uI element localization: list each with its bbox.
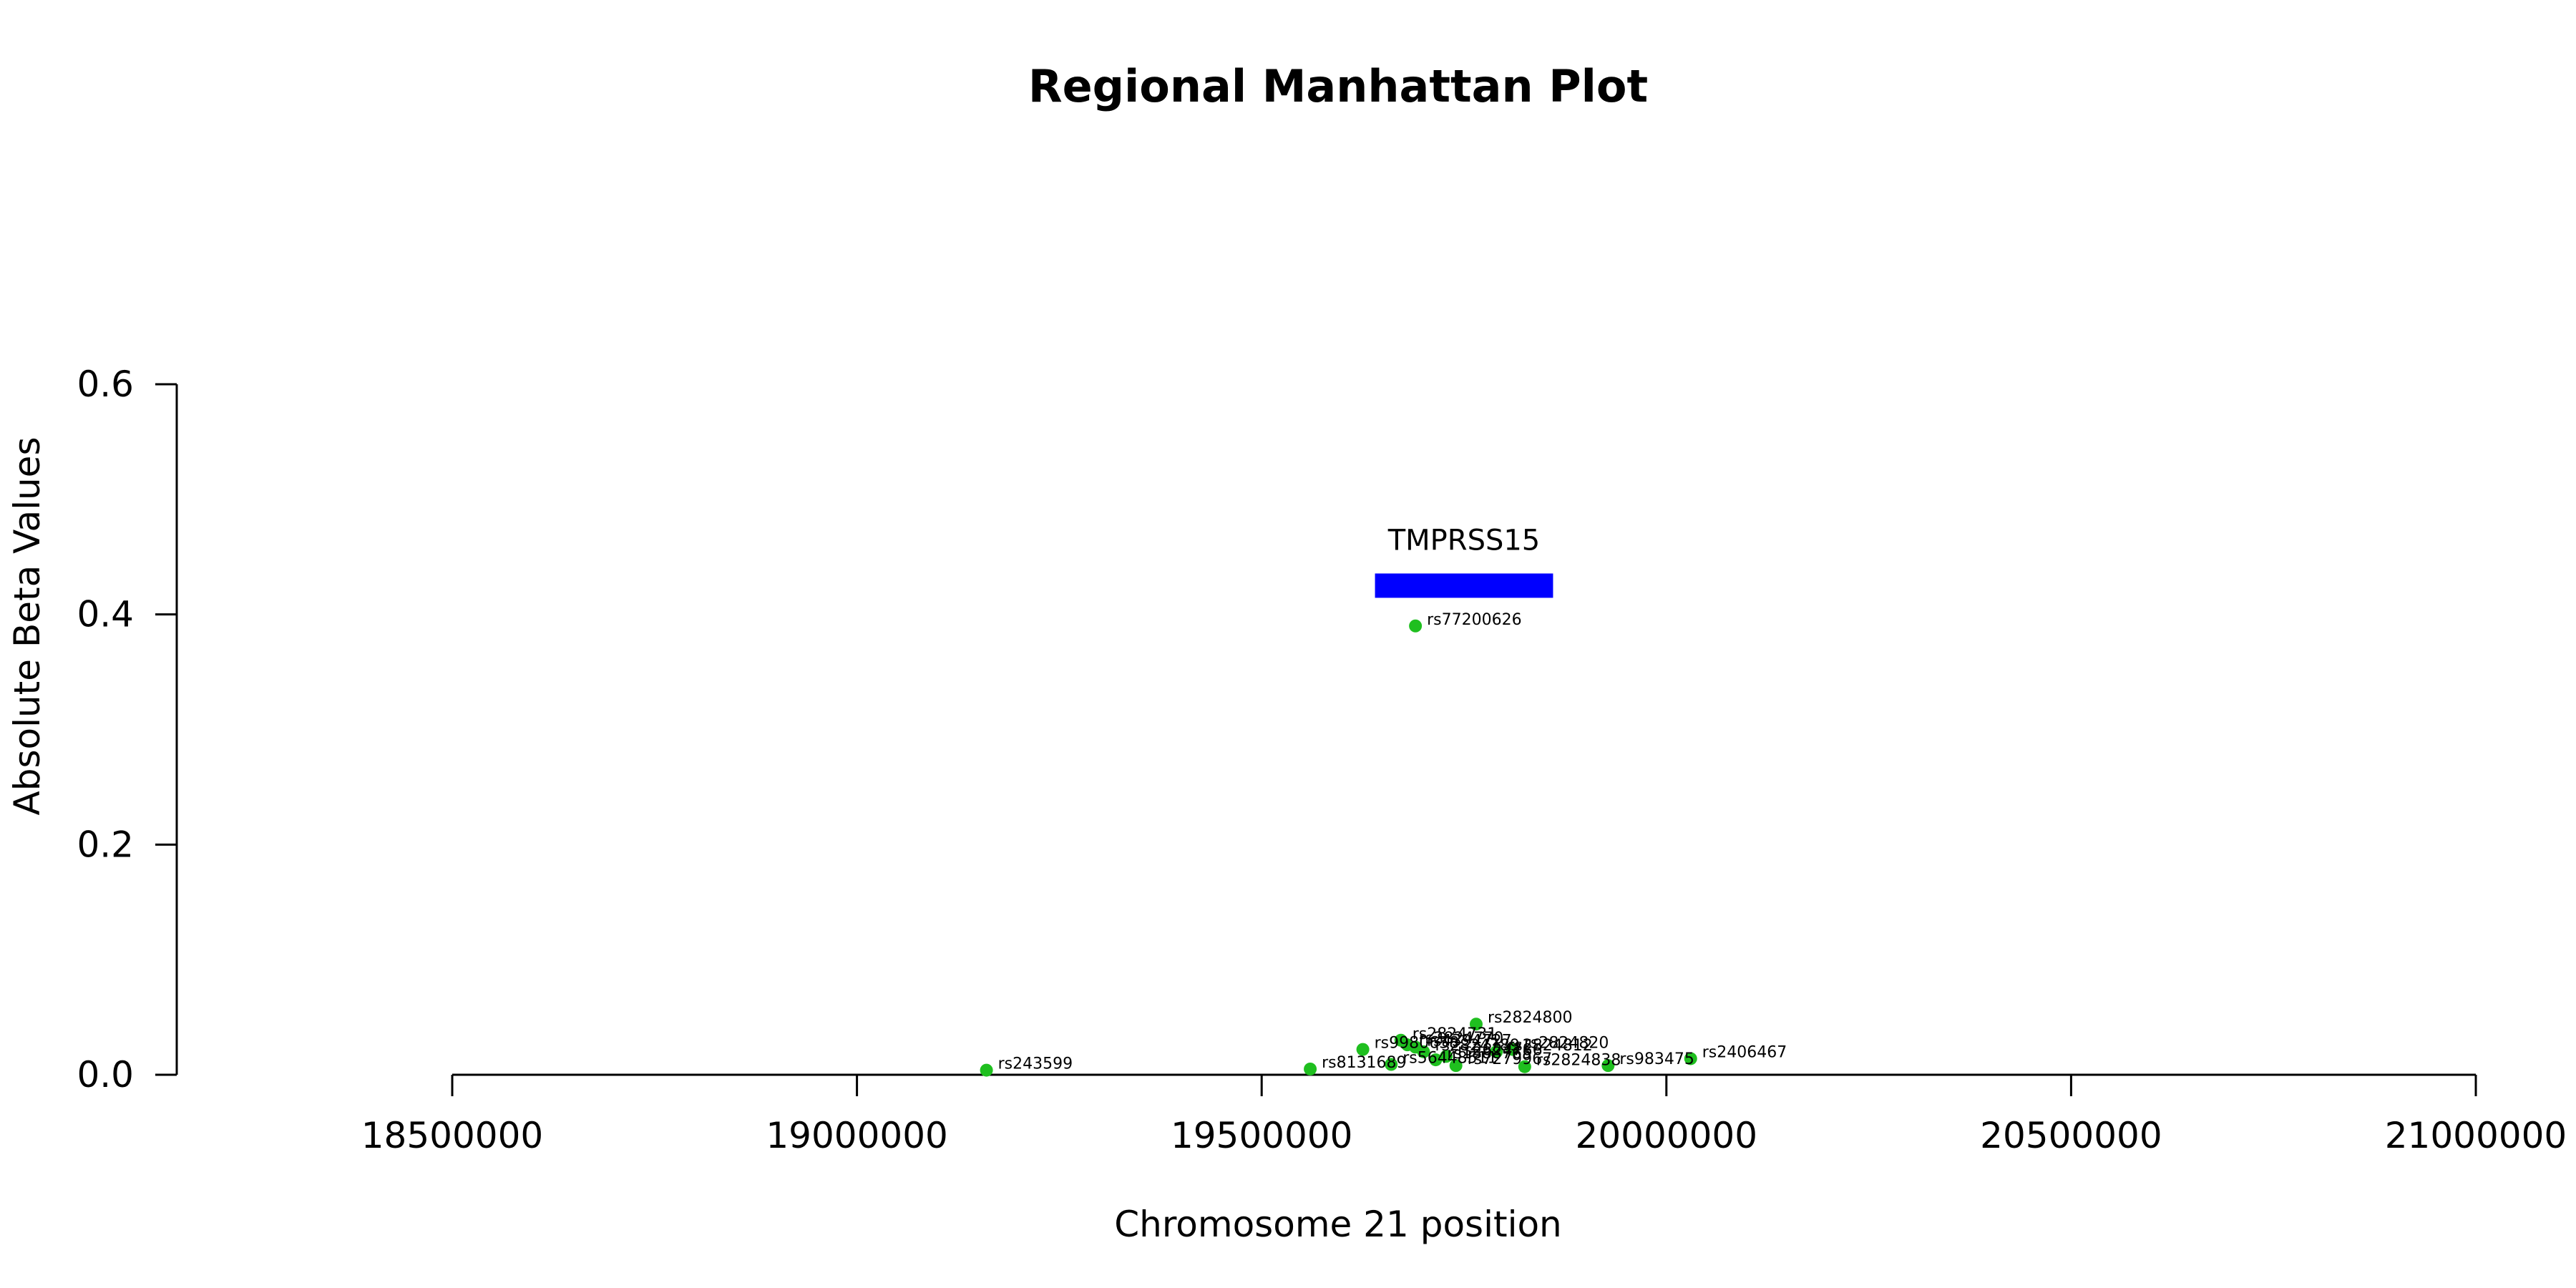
snp-label: rs77200626 <box>1427 611 1521 629</box>
snp-label: rs56448511 <box>1402 1050 1497 1068</box>
snp-point <box>1417 1045 1430 1058</box>
y-axis: 0.0 0.2 0.4 0.6 <box>77 364 178 1096</box>
snp-point <box>1356 1043 1370 1056</box>
y-tick-label: 0.4 <box>77 594 134 635</box>
snp-point <box>1469 1018 1483 1031</box>
x-ticks: 18500000 19000000 19500000 20000000 20500000… <box>361 1075 2567 1156</box>
gene-bar <box>1375 573 1553 598</box>
snp-label: rs2824812 <box>1508 1037 1593 1055</box>
snp-label: rs983475 <box>1619 1050 1694 1068</box>
snp-point <box>1506 1043 1519 1056</box>
x-tick-label: 18500000 <box>361 1115 544 1156</box>
snp-point <box>980 1063 993 1077</box>
y-tick-label: 0.2 <box>77 824 134 865</box>
snp-label: rs8131689 <box>1322 1054 1407 1072</box>
snp-label: rs9980658 <box>1375 1035 1460 1053</box>
snp-label: rs1888765 <box>1447 1045 1532 1063</box>
snp-label: rs4394727 <box>1427 1032 1511 1050</box>
snp-label: rs2406467 <box>1702 1043 1787 1061</box>
gene-track: TMPRSS15 <box>1375 524 1553 598</box>
snp-point <box>1429 1053 1443 1067</box>
snp-label: rs7279967 <box>1468 1050 1553 1068</box>
x-axis-label: Chromosome 21 position <box>1114 1204 1562 1245</box>
x-tick-label: 19000000 <box>766 1115 948 1156</box>
snp-point <box>1409 619 1423 633</box>
x-axis: 18500000 19000000 19500000 20000000 20500000… <box>361 1073 2567 1156</box>
snp-label: rs2824820 <box>1524 1035 1609 1053</box>
snp-point <box>1490 1045 1503 1058</box>
snp-label: rs2824731 <box>1413 1025 1498 1043</box>
y-tick-label: 0.6 <box>77 364 134 405</box>
snp-point <box>1440 1050 1453 1063</box>
snp-point <box>1385 1058 1398 1071</box>
y-tick-label: 0.0 <box>77 1054 134 1096</box>
chart-title: Regional Manhattan Plot <box>1028 60 1648 112</box>
y-axis-label: Absolute Beta Values <box>6 437 48 816</box>
snp-points <box>980 619 1697 1077</box>
gene-label: TMPRSS15 <box>1387 524 1541 557</box>
snp-label: rs2824786 <box>1458 1041 1543 1059</box>
x-tick-label: 20500000 <box>1980 1115 2162 1156</box>
x-tick-label: 19500000 <box>1171 1115 1353 1156</box>
snp-point <box>1601 1059 1615 1073</box>
x-tick-label: 20000000 <box>1576 1115 1758 1156</box>
snp-label: rs2824800 <box>1488 1009 1573 1027</box>
snp-point <box>1449 1059 1463 1073</box>
y-ticks: 0.0 0.2 0.4 0.6 <box>77 364 177 1096</box>
snp-label: rs2824838 <box>1536 1052 1621 1070</box>
x-tick-label: 21000000 <box>2385 1115 2567 1156</box>
snp-point <box>1518 1060 1531 1073</box>
snp-point <box>1304 1062 1317 1075</box>
snp-labels: rs243599 rs8131689rs9980658rs56448511rs28… <box>998 611 1787 1073</box>
snp-label: rs2824789 <box>1435 1037 1520 1055</box>
snp-label: rs2824770 <box>1419 1030 1503 1048</box>
snp-point <box>1684 1052 1697 1065</box>
snp-label: rs243599 <box>998 1055 1073 1073</box>
